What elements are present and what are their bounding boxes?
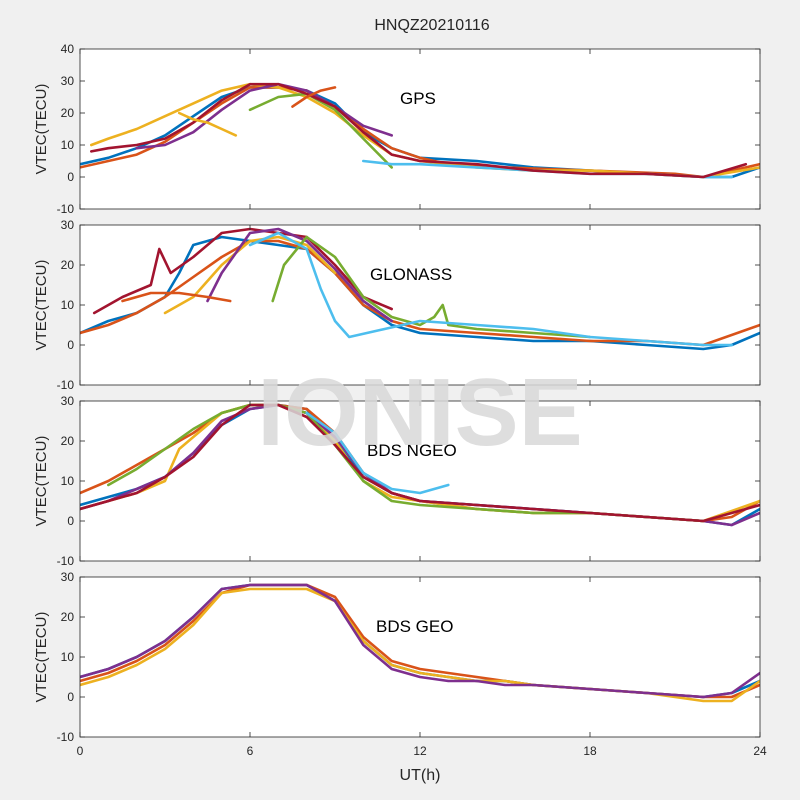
series-line-7	[248, 231, 733, 347]
series-line-6	[271, 235, 592, 339]
series-line-5	[248, 92, 393, 169]
series-line-7	[90, 82, 748, 179]
series-group	[80, 403, 760, 527]
x-tick-label: 12	[413, 744, 427, 758]
series-line-4	[135, 82, 393, 150]
series-group	[80, 82, 760, 179]
figure-title: HNQZ20210116	[374, 17, 489, 34]
panel-background	[80, 225, 760, 385]
y-tick-label: 0	[67, 514, 74, 528]
y-tick-label: 10	[61, 138, 75, 152]
x-tick-label: 18	[583, 744, 597, 758]
panel-label: BDS GEO	[376, 617, 453, 636]
y-tick-label: 0	[67, 338, 74, 352]
series-line-3	[92, 227, 393, 315]
series-line-8	[121, 291, 232, 303]
watermark: IONISE	[257, 359, 582, 466]
y-tick-label: -10	[57, 730, 75, 744]
y-tick-label: 10	[61, 298, 75, 312]
x-tick-label: 6	[247, 744, 254, 758]
y-tick-label: 10	[61, 474, 75, 488]
y-tick-label: 20	[61, 434, 75, 448]
x-axis-label: UT(h)	[400, 767, 441, 784]
x-tick-label: 0	[77, 744, 84, 758]
y-tick-label: -10	[57, 378, 75, 392]
y-tick-label: 40	[61, 42, 75, 56]
series-line-6	[305, 411, 450, 495]
y-axis-label: VTEC(TECU)	[33, 436, 50, 527]
y-tick-label: 30	[61, 570, 75, 584]
y-axis-label: VTEC(TECU)	[33, 260, 50, 351]
y-tick-label: 20	[61, 258, 75, 272]
series-line-7	[80, 403, 760, 523]
panel-label: GLONASS	[370, 265, 452, 284]
series-group	[80, 227, 760, 351]
y-tick-label: -10	[57, 554, 75, 568]
series-line-5	[206, 227, 393, 323]
panel-bds-ngeo: -10 0 10 20 30 VTEC(TECU) BDS NGEO	[33, 394, 761, 568]
series-line-9	[291, 86, 337, 108]
y-axis-label: VTEC(TECU)	[33, 84, 50, 175]
y-tick-label: 30	[61, 218, 75, 232]
x-tick-label: 24	[753, 744, 767, 758]
series-line-4	[80, 583, 760, 699]
y-axis-label: VTEC(TECU)	[33, 612, 50, 703]
y-tick-label: 20	[61, 610, 75, 624]
panel-gps: -10 0 10 20 30 40 VTEC(TECU) GPS	[33, 42, 761, 216]
series-line-8	[177, 111, 238, 137]
panel-background	[80, 577, 760, 737]
series-group	[80, 583, 760, 703]
y-tick-label: 10	[61, 650, 75, 664]
series-line-3	[90, 82, 760, 179]
y-tick-label: 30	[61, 74, 75, 88]
y-tick-label: 20	[61, 106, 75, 120]
panel-glonass: -10 0 10 20 30 VTEC(TECU) GLONASS	[33, 218, 761, 392]
series-line-4	[163, 235, 337, 315]
y-tick-label: 30	[61, 394, 75, 408]
y-tick-label: 0	[67, 690, 74, 704]
panel-label: BDS NGEO	[367, 441, 457, 460]
y-tick-label: 0	[67, 170, 74, 184]
panel-background	[80, 49, 760, 209]
panel-label: GPS	[400, 89, 436, 108]
y-tick-label: -10	[57, 202, 75, 216]
